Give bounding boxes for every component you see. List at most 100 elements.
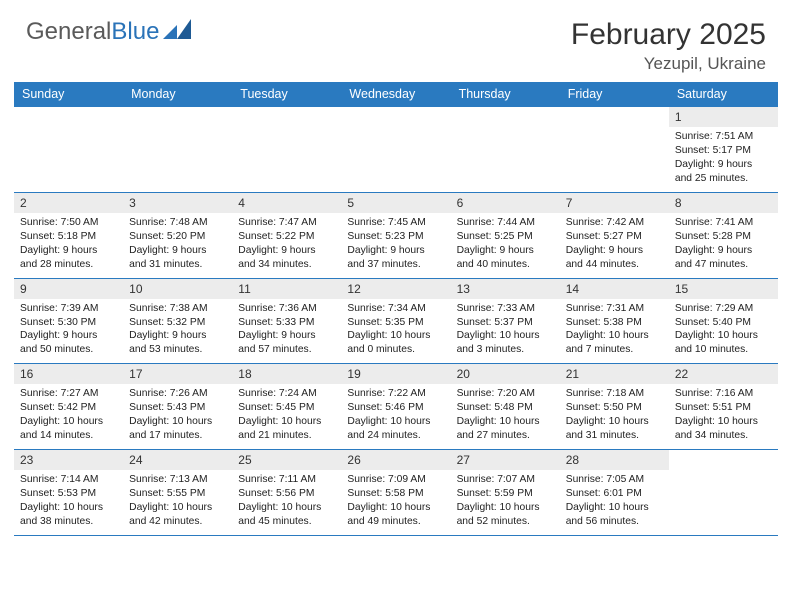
logo: GeneralBlue <box>26 18 191 46</box>
daylight-text: Daylight: 10 hours and 27 minutes. <box>457 415 554 443</box>
sunrise-text: Sunrise: 7:33 AM <box>457 302 554 316</box>
day-cell: 12Sunrise: 7:34 AMSunset: 5:35 PMDayligh… <box>341 279 450 364</box>
sunrise-text: Sunrise: 7:24 AM <box>238 387 335 401</box>
day-cell: 19Sunrise: 7:22 AMSunset: 5:46 PMDayligh… <box>341 364 450 449</box>
day-number: 1 <box>669 107 778 127</box>
sunset-text: Sunset: 5:40 PM <box>675 316 772 330</box>
day-cell: 11Sunrise: 7:36 AMSunset: 5:33 PMDayligh… <box>232 279 341 364</box>
daylight-text: Daylight: 9 hours and 53 minutes. <box>129 329 226 357</box>
day-cell: 18Sunrise: 7:24 AMSunset: 5:45 PMDayligh… <box>232 364 341 449</box>
day-cell: 7Sunrise: 7:42 AMSunset: 5:27 PMDaylight… <box>560 193 669 278</box>
sunrise-text: Sunrise: 7:18 AM <box>566 387 663 401</box>
sunrise-text: Sunrise: 7:42 AM <box>566 216 663 230</box>
daylight-text: Daylight: 10 hours and 10 minutes. <box>675 329 772 357</box>
day-number: 8 <box>669 193 778 213</box>
day-cell: 21 Sunrise: 7:18 AMSunset: 5:50 PMDayligh… <box>560 364 669 449</box>
daylight-text: Daylight: 10 hours and 38 minutes. <box>20 501 117 529</box>
day-number: 10 <box>123 279 232 299</box>
sunset-text: Sunset: 5:30 PM <box>20 316 117 330</box>
daylight-text: Daylight: 10 hours and 14 minutes. <box>20 415 117 443</box>
daylight-text: Daylight: 9 hours and 44 minutes. <box>566 244 663 272</box>
day-number: 9 <box>14 279 123 299</box>
sunset-text: Sunset: 5:42 PM <box>20 401 117 415</box>
day-number: 21 <box>560 364 669 384</box>
day-number: 6 <box>451 193 560 213</box>
sunrise-text: Sunrise: 7:36 AM <box>238 302 335 316</box>
header: GeneralBlue February 2025 Yezupil, Ukrai… <box>0 0 792 82</box>
sunset-text: Sunset: 5:28 PM <box>675 230 772 244</box>
weekday-header-row: Sunday Monday Tuesday Wednesday Thursday… <box>14 82 778 106</box>
sunset-text: Sunset: 5:51 PM <box>675 401 772 415</box>
day-cell: 3Sunrise: 7:48 AMSunset: 5:20 PMDaylight… <box>123 193 232 278</box>
sunset-text: Sunset: 5:50 PM <box>566 401 663 415</box>
day-cell: 23Sunrise: 7:14 AMSunset: 5:53 PMDayligh… <box>14 450 123 535</box>
daylight-text: Daylight: 10 hours and 52 minutes. <box>457 501 554 529</box>
sunrise-text: Sunrise: 7:48 AM <box>129 216 226 230</box>
day-number: 20 <box>451 364 560 384</box>
sunrise-text: Sunrise: 7:34 AM <box>347 302 444 316</box>
sunset-text: Sunset: 5:38 PM <box>566 316 663 330</box>
weekday-header: Saturday <box>669 82 778 106</box>
sunrise-text: Sunrise: 7:14 AM <box>20 473 117 487</box>
day-cell: 4Sunrise: 7:47 AMSunset: 5:22 PMDaylight… <box>232 193 341 278</box>
sunrise-text: Sunrise: 7:27 AM <box>20 387 117 401</box>
daylight-text: Daylight: 10 hours and 31 minutes. <box>566 415 663 443</box>
daylight-text: Daylight: 9 hours and 34 minutes. <box>238 244 335 272</box>
weekday-header: Wednesday <box>341 82 450 106</box>
sunset-text: Sunset: 5:17 PM <box>675 144 772 158</box>
sunrise-text: Sunrise: 7:09 AM <box>347 473 444 487</box>
sunset-text: Sunset: 5:55 PM <box>129 487 226 501</box>
sunrise-text: Sunrise: 7:22 AM <box>347 387 444 401</box>
daylight-text: Daylight: 9 hours and 57 minutes. <box>238 329 335 357</box>
daylight-text: Daylight: 10 hours and 21 minutes. <box>238 415 335 443</box>
sunset-text: Sunset: 5:48 PM <box>457 401 554 415</box>
day-number: 19 <box>341 364 450 384</box>
daylight-text: Daylight: 9 hours and 50 minutes. <box>20 329 117 357</box>
sunrise-text: Sunrise: 7:20 AM <box>457 387 554 401</box>
week-row: 2Sunrise: 7:50 AMSunset: 5:18 PMDaylight… <box>14 193 778 279</box>
sunrise-text: Sunrise: 7:13 AM <box>129 473 226 487</box>
sunrise-text: Sunrise: 7:07 AM <box>457 473 554 487</box>
day-number: 22 <box>669 364 778 384</box>
sunrise-text: Sunrise: 7:51 AM <box>675 130 772 144</box>
sunset-text: Sunset: 5:53 PM <box>20 487 117 501</box>
week-row: 1 Sunrise: 7:51 AMSunset: 5:17 PMDaylight… <box>14 106 778 193</box>
day-cell: 25Sunrise: 7:11 AMSunset: 5:56 PMDayligh… <box>232 450 341 535</box>
sunset-text: Sunset: 5:59 PM <box>457 487 554 501</box>
daylight-text: Daylight: 10 hours and 17 minutes. <box>129 415 226 443</box>
day-cell <box>669 450 778 535</box>
month-title: February 2025 <box>571 18 766 52</box>
sunrise-text: Sunrise: 7:38 AM <box>129 302 226 316</box>
daylight-text: Daylight: 9 hours and 25 minutes. <box>675 158 772 186</box>
daylight-text: Daylight: 9 hours and 37 minutes. <box>347 244 444 272</box>
day-cell: 20 Sunrise: 7:20 AMSunset: 5:48 PMDayligh… <box>451 364 560 449</box>
day-cell <box>123 107 232 192</box>
day-number: 14 <box>560 279 669 299</box>
title-block: February 2025 Yezupil, Ukraine <box>571 18 766 74</box>
daylight-text: Daylight: 10 hours and 0 minutes. <box>347 329 444 357</box>
day-cell: 5Sunrise: 7:45 AMSunset: 5:23 PMDaylight… <box>341 193 450 278</box>
logo-word2: Blue <box>111 18 159 46</box>
day-cell: 14Sunrise: 7:31 AMSunset: 5:38 PMDayligh… <box>560 279 669 364</box>
daylight-text: Daylight: 10 hours and 49 minutes. <box>347 501 444 529</box>
day-number: 16 <box>14 364 123 384</box>
daylight-text: Daylight: 10 hours and 3 minutes. <box>457 329 554 357</box>
sunrise-text: Sunrise: 7:50 AM <box>20 216 117 230</box>
week-row: 23Sunrise: 7:14 AMSunset: 5:53 PMDayligh… <box>14 450 778 536</box>
day-number: 15 <box>669 279 778 299</box>
sunrise-text: Sunrise: 7:47 AM <box>238 216 335 230</box>
daylight-text: Daylight: 10 hours and 56 minutes. <box>566 501 663 529</box>
sunrise-text: Sunrise: 7:29 AM <box>675 302 772 316</box>
weekday-header: Friday <box>560 82 669 106</box>
daylight-text: Daylight: 9 hours and 31 minutes. <box>129 244 226 272</box>
sunrise-text: Sunrise: 7:16 AM <box>675 387 772 401</box>
sunrise-text: Sunrise: 7:31 AM <box>566 302 663 316</box>
day-cell <box>341 107 450 192</box>
sunset-text: Sunset: 5:32 PM <box>129 316 226 330</box>
day-cell: 13Sunrise: 7:33 AMSunset: 5:37 PMDayligh… <box>451 279 560 364</box>
day-number: 13 <box>451 279 560 299</box>
sunrise-text: Sunrise: 7:11 AM <box>238 473 335 487</box>
daylight-text: Daylight: 10 hours and 45 minutes. <box>238 501 335 529</box>
day-number: 4 <box>232 193 341 213</box>
logo-word1: General <box>26 18 111 46</box>
